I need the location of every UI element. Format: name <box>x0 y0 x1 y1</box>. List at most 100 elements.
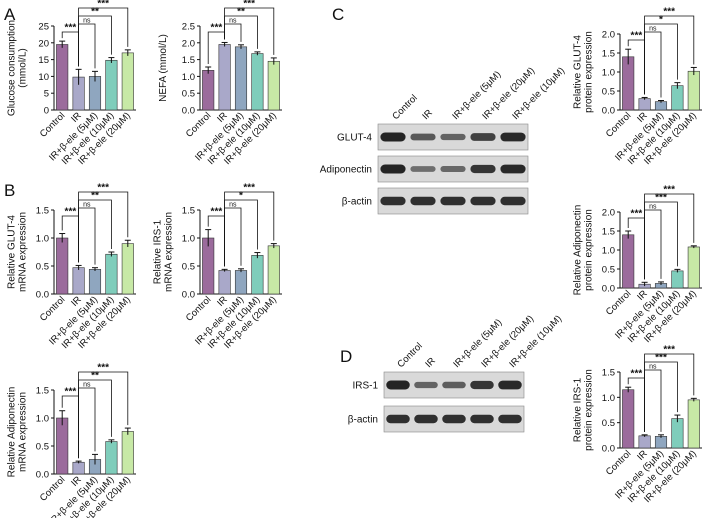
blot-lane-label: IR+β-ele (20μM) <box>480 65 537 122</box>
blot-band <box>470 380 494 390</box>
y-tick-label: 0.5 <box>602 265 615 276</box>
y-axis-label: mRNA expression <box>18 392 29 472</box>
sig-label: ns <box>229 202 237 209</box>
blot-row-label: IRS-1 <box>352 381 378 392</box>
y-tick-label: 0.5 <box>602 418 615 429</box>
blot-band <box>500 164 526 174</box>
bar <box>671 418 684 449</box>
y-tick-label: 2.5 <box>182 22 195 33</box>
blot-band <box>440 166 466 172</box>
sig-label: *** <box>65 207 77 218</box>
sig-label: *** <box>663 7 675 18</box>
sig-label: *** <box>97 0 109 10</box>
sig-label: *** <box>97 183 109 194</box>
y-axis-label: Relative IRS-1 <box>573 377 584 442</box>
y-tick-label: 0.5 <box>602 87 615 98</box>
bar <box>56 44 69 111</box>
blot-band <box>380 132 406 142</box>
bar <box>654 436 668 449</box>
sig-label: *** <box>97 363 109 374</box>
bar <box>638 98 651 111</box>
x-tick-label: Control <box>38 110 67 139</box>
blot-band <box>440 133 466 141</box>
bar <box>88 269 102 295</box>
y-axis-label: Relative Adiponectin <box>573 205 584 296</box>
y-tick-label: 0.5 <box>36 442 49 453</box>
y-axis-label: Relative GLUT-4 <box>573 35 584 109</box>
sig-bracket <box>78 191 129 263</box>
y-tick-label: 1.0 <box>602 246 615 257</box>
charts-layer: 0 5 10 15 20 25 Glucose consumption (mmol/L) Con… <box>7 0 702 518</box>
y-tick-label: 25 <box>38 22 49 33</box>
y-tick-label: 15 <box>38 55 49 66</box>
bar <box>251 255 264 295</box>
bar <box>638 435 651 449</box>
bar <box>687 246 700 289</box>
sig-label: * <box>239 191 243 202</box>
sig-label: ** <box>91 191 99 202</box>
y-tick-label: 1.5 <box>36 206 49 217</box>
sig-bracket <box>644 209 662 280</box>
y-tick-label: 1.0 <box>602 68 615 79</box>
chart-adipo_mrna: 0.0 0.5 1.0 1.5 Relative Adiponectin mRNA exp… <box>7 363 136 518</box>
y-tick-label: 0.0 <box>182 106 195 117</box>
sig-bracket <box>78 23 96 69</box>
y-tick-label: 0.5 <box>36 262 49 273</box>
bar <box>218 44 231 111</box>
y-axis-label: Relative GLUT-4 <box>7 215 18 289</box>
y-tick-label: 0.5 <box>182 89 195 100</box>
blot-band <box>470 414 494 424</box>
blot-band <box>414 381 438 389</box>
sig-bracket <box>644 353 695 432</box>
blot-lane-label: IR+β-ele (5μM) <box>451 317 504 370</box>
bar <box>251 53 264 111</box>
blot-lane-label: Control <box>395 341 424 370</box>
y-tick-label: 1.5 <box>182 55 195 66</box>
y-axis-label: (mmol/L) <box>18 48 29 87</box>
bar <box>202 70 215 111</box>
bar <box>105 59 118 111</box>
bar <box>72 461 85 475</box>
chart-glut4_prot: 0.0 0.5 1.0 1.5 2.0 Relative GLUT-4 protein ex… <box>573 7 702 167</box>
chart-irs1_mrna: 0.0 0.5 1.0 1.5 Relative IRS-1 mRNA expressio… <box>153 183 282 351</box>
sig-label: *** <box>631 31 643 42</box>
sig-bracket <box>78 7 129 67</box>
blot-band <box>470 164 496 174</box>
y-tick-label: 20 <box>38 38 49 49</box>
y-tick-label: 1.0 <box>36 234 49 245</box>
sig-label: *** <box>663 345 675 356</box>
sig-label: *** <box>655 193 667 204</box>
y-axis-label: Relative Adiponectin <box>7 387 18 478</box>
panel-label-d: D <box>340 347 352 366</box>
y-axis-label: protein expression <box>584 209 595 291</box>
bar <box>622 389 635 449</box>
bar <box>622 234 635 289</box>
sig-bracket <box>78 387 96 459</box>
bar <box>105 253 118 295</box>
y-tick-label: 5 <box>44 89 49 100</box>
y-tick-label: 1.0 <box>36 414 49 425</box>
sig-label: ** <box>91 7 99 18</box>
sig-label: *** <box>663 185 675 196</box>
blot-lane-label: IR+β-ele (10μM) <box>507 313 564 370</box>
y-tick-label: 0 <box>44 106 49 117</box>
sig-label: *** <box>243 0 255 10</box>
sig-label: *** <box>631 209 643 220</box>
sig-label: * <box>659 15 663 26</box>
blot-row-label: GLUT-4 <box>337 133 372 144</box>
sig-label: ns <box>649 26 657 33</box>
sig-label: ** <box>91 371 99 382</box>
sig-bracket <box>78 207 96 265</box>
chart-irs1_prot: 0.0 0.5 1.0 1.5 Relative IRS-1 protein expres… <box>573 345 702 505</box>
sig-label: ns <box>649 204 657 211</box>
blot-band <box>500 132 526 142</box>
blot-lane-label: IR <box>420 108 435 123</box>
sig-bracket <box>224 207 242 267</box>
y-tick-label: 1.0 <box>182 72 195 83</box>
panel-label-c: C <box>332 5 344 24</box>
blot-row-label: Adiponectin <box>320 165 372 176</box>
sig-label: *** <box>631 369 643 380</box>
sig-label: ns <box>83 202 91 209</box>
